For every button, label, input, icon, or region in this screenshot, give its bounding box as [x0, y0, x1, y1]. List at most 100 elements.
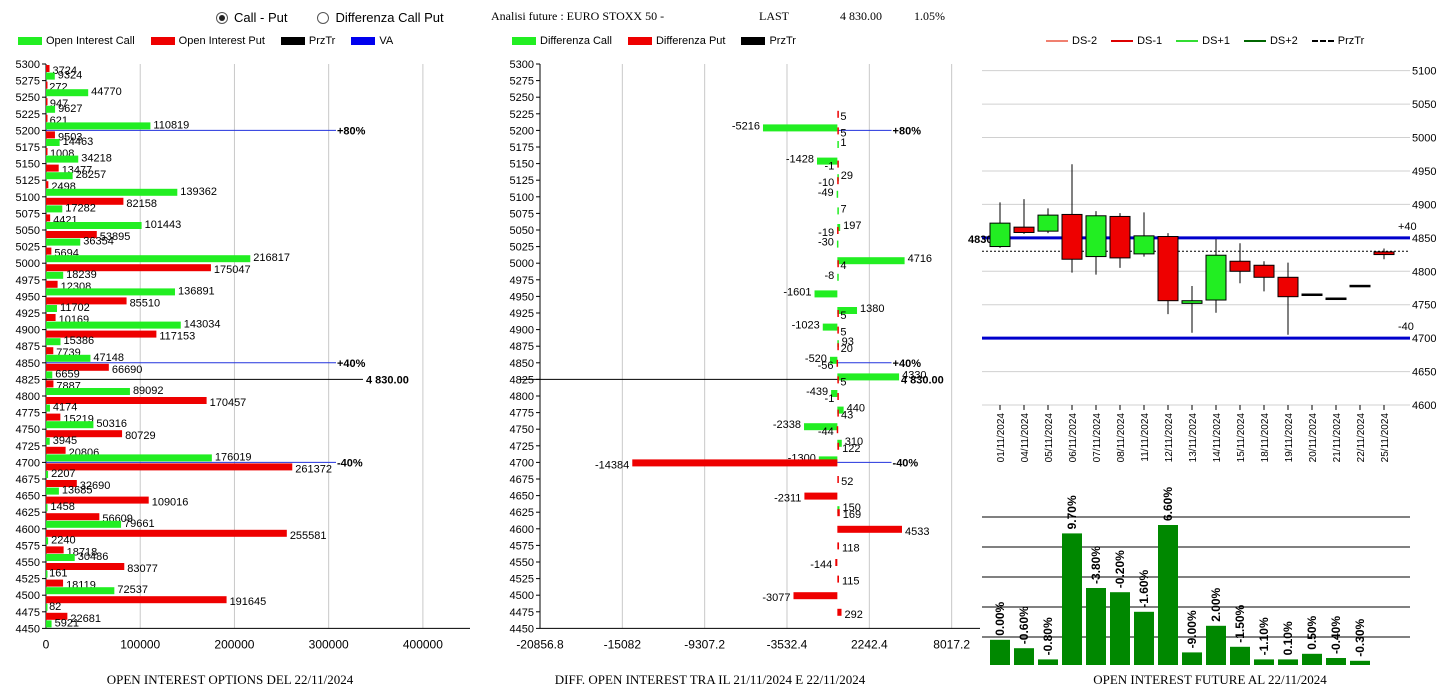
- put-bar: [46, 65, 50, 72]
- call-bar: [46, 587, 115, 595]
- call-value-label: 14463: [63, 136, 94, 148]
- radio-differenza[interactable]: Differenza Call Put: [317, 10, 444, 25]
- call-value-label: 216817: [253, 252, 290, 264]
- candle-body: [1301, 293, 1323, 297]
- put-value-label: 5: [840, 376, 846, 388]
- legend-future: DS-2 DS-1 DS+1 DS+2 PrzTr: [1046, 35, 1364, 47]
- future-value-label: 0.00%: [993, 601, 1007, 635]
- date-label: 20/11/2024: [1308, 413, 1319, 463]
- legend-diff: Differenza Call Differenza Put PrzTr: [512, 35, 796, 47]
- call-value-label: 47148: [93, 352, 124, 364]
- call-bar: [46, 238, 81, 246]
- strike-label: 4925: [510, 308, 534, 320]
- put-value-label: -3077: [762, 592, 790, 604]
- call-bar: [836, 240, 839, 248]
- put-value-label: 170457: [210, 397, 247, 409]
- future-bar: [1206, 625, 1226, 665]
- call-value-label: 1: [840, 137, 846, 149]
- put-value-label: -44: [818, 426, 834, 438]
- call-bar: [814, 290, 838, 298]
- call-bar: [46, 205, 63, 213]
- date-label: 21/11/2024: [1332, 413, 1343, 463]
- legend-label: PrzTr: [308, 35, 336, 47]
- level-label: -40: [1398, 321, 1414, 333]
- call-value-label: 440: [847, 403, 865, 415]
- put-value-label: 5: [840, 111, 846, 123]
- candle-body: [1061, 213, 1083, 260]
- strike-label: 4825: [510, 374, 534, 386]
- y-tick-label: 4950: [1412, 166, 1436, 178]
- call-bar: [46, 437, 50, 445]
- future-value-label: 0.10%: [1281, 621, 1295, 655]
- future-value-label: -0.60%: [1017, 606, 1031, 644]
- future-bar: [1110, 592, 1130, 665]
- call-bar: [46, 520, 122, 528]
- call-value-label: 136891: [178, 285, 215, 297]
- strike-label: 4975: [510, 275, 534, 287]
- y-tick-label: 4700: [1412, 333, 1436, 345]
- put-bar: [837, 409, 839, 417]
- put-value-label: 5: [840, 310, 846, 322]
- call-bar: [46, 139, 60, 146]
- put-bar: [46, 563, 125, 570]
- future-value-label: 2.00%: [1209, 587, 1223, 621]
- future-bar: [1254, 659, 1274, 665]
- put-value-label: 32690: [80, 480, 111, 492]
- future-value-label: -9.00%: [1185, 610, 1199, 648]
- call-value-label: 139362: [180, 186, 217, 198]
- put-bar: [837, 525, 902, 533]
- call-bar: [804, 423, 838, 431]
- prztr-label: 4 830.00: [366, 374, 409, 386]
- call-bar: [837, 373, 900, 381]
- put-bar: [837, 227, 839, 234]
- future-value-label: -3.80%: [1089, 546, 1103, 584]
- call-value-label: 30486: [78, 551, 109, 563]
- future-bar: [1086, 588, 1106, 665]
- call-bar: [46, 222, 142, 229]
- oi-chart-title: OPEN INTEREST OPTIONS DEL 22/11/2024: [106, 672, 354, 687]
- radio-differenza-label: Differenza Call Put: [335, 10, 444, 25]
- y-tick-label: 4850: [1412, 233, 1436, 245]
- call-value-label: -5216: [732, 120, 760, 132]
- put-bar: [46, 579, 64, 587]
- call-value-label: 143034: [184, 319, 221, 331]
- radio-call-put[interactable]: Call - Put: [216, 10, 287, 25]
- put-bar: [46, 81, 48, 89]
- call-bar: [837, 141, 839, 148]
- strike-label: 4925: [16, 308, 40, 320]
- strike-label: 5075: [510, 208, 534, 220]
- x-tick-label: 0: [43, 637, 50, 651]
- legend-label: DS+1: [1202, 35, 1230, 47]
- strike-label: 5275: [16, 76, 40, 88]
- call-bar: [837, 207, 839, 215]
- strike-label: 4850: [16, 358, 40, 370]
- strike-label: 4775: [16, 408, 40, 420]
- call-bar: [46, 305, 58, 312]
- strike-label: 4850: [510, 358, 534, 370]
- call-bar: [837, 257, 905, 265]
- call-value-label: 18239: [66, 269, 97, 281]
- put-value-label: 20: [841, 343, 853, 355]
- call-value-label: 36354: [83, 236, 114, 248]
- strike-label: 5025: [16, 242, 40, 254]
- level-label: +40: [1398, 221, 1417, 233]
- call-value-label: 5921: [55, 617, 79, 629]
- strike-label: 5125: [510, 175, 534, 187]
- strike-label: 4600: [510, 524, 534, 536]
- legend-item-put: Open Interest Put: [150, 35, 265, 47]
- strike-label: 5175: [16, 142, 40, 154]
- call-value-label: 197: [843, 220, 861, 232]
- strike-label: 5250: [16, 92, 40, 104]
- legend-swatch: [741, 37, 766, 45]
- call-bar: [46, 72, 55, 80]
- call-value-label: 4174: [53, 402, 77, 414]
- future-value-label: -1.10%: [1257, 617, 1271, 655]
- put-value-label: -2311: [774, 493, 801, 505]
- radio-selected-icon: [216, 11, 228, 24]
- legend-line: [1111, 40, 1134, 42]
- put-value-label: -14384: [595, 459, 629, 471]
- prztr-label: 4830: [968, 234, 992, 246]
- put-bar: [46, 181, 49, 189]
- call-value-label: 101443: [145, 219, 182, 231]
- call-bar: [837, 307, 858, 314]
